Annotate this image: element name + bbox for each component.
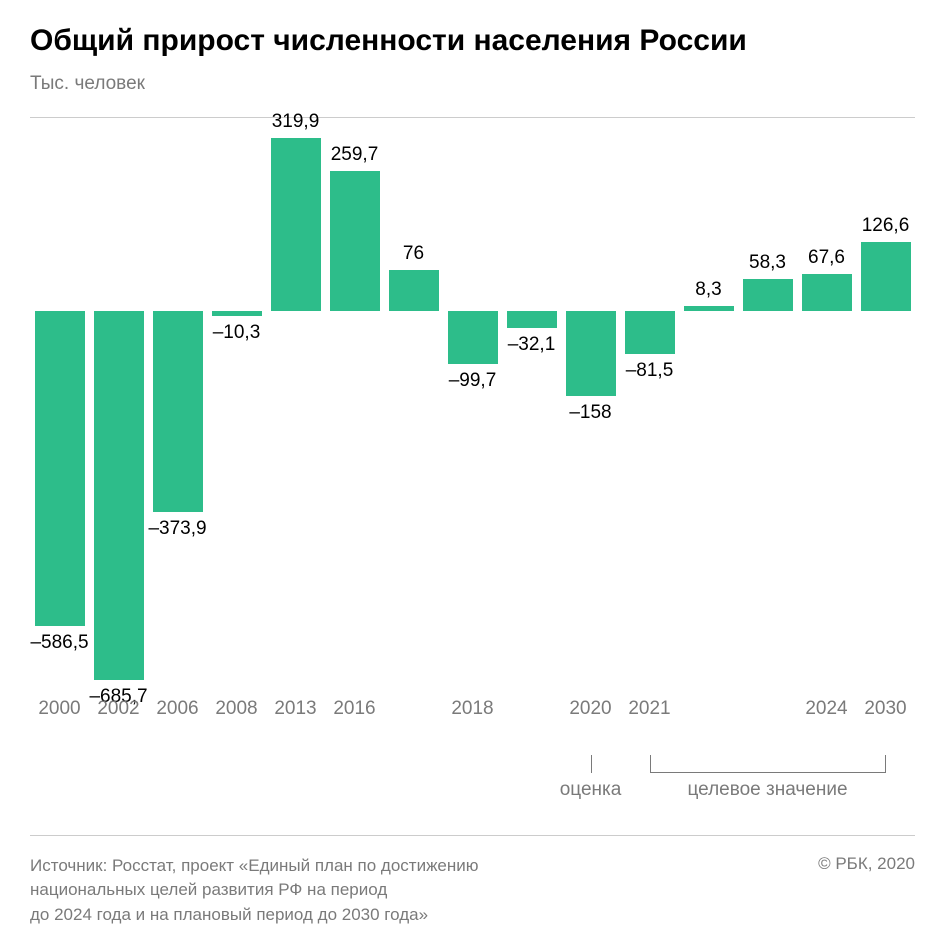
bar-rect xyxy=(507,311,557,328)
x-tick-label: 2013 xyxy=(274,698,316,720)
bar: 319,9 xyxy=(271,128,321,688)
source-line: до 2024 года и на плановый период до 203… xyxy=(30,903,479,928)
bar-rect xyxy=(566,311,616,396)
x-tick-label: 2018 xyxy=(451,698,493,720)
x-tick-label: 2008 xyxy=(215,698,257,720)
bar: 126,6 xyxy=(861,128,911,688)
x-tick-label: 2024 xyxy=(805,698,847,720)
bar-value-label: 259,7 xyxy=(310,144,400,166)
bar-rect xyxy=(802,274,852,310)
chart-title: Общий прирост численности населения Росс… xyxy=(30,24,915,59)
bar-value-label: –81,5 xyxy=(605,360,695,382)
annotation-bracket xyxy=(650,755,886,773)
x-tick-label: 2020 xyxy=(569,698,611,720)
bar-rect xyxy=(330,171,380,311)
bar: –81,5 xyxy=(625,128,675,688)
bar: –685,7 xyxy=(94,128,144,688)
credit-text: © РБК, 2020 xyxy=(818,854,915,874)
bar: 259,7 xyxy=(330,128,380,688)
bar-value-label: –99,7 xyxy=(428,370,518,392)
bar: –373,9 xyxy=(153,128,203,688)
bar-value-label: 8,3 xyxy=(664,279,754,301)
bar-rect xyxy=(212,311,262,317)
bar-rect xyxy=(743,279,793,310)
x-axis: 2000 2002 2006 2008 2013 2016 2018 2020 2021 2024… xyxy=(30,698,915,725)
x-tick-label: 2016 xyxy=(333,698,375,720)
bar-rect xyxy=(861,242,911,310)
bar-rect xyxy=(625,311,675,355)
chart-plot: –586,5–685,7–373,9–10,3319,9259,776–99,7… xyxy=(30,128,915,688)
x-tick-label: 2002 xyxy=(97,698,139,720)
bar: –586,5 xyxy=(35,128,85,688)
annotation-row: оценка целевое значение xyxy=(30,755,915,825)
chart-subtitle: Тыс. человек xyxy=(30,73,915,95)
bar-rect xyxy=(94,311,144,680)
bar: –10,3 xyxy=(212,128,262,688)
source-line: национальных целей развития РФ на период xyxy=(30,878,479,903)
annotation-label: оценка xyxy=(560,779,622,801)
x-tick-label: 2000 xyxy=(38,698,80,720)
bar-value-label: –10,3 xyxy=(192,322,282,344)
bar: –158 xyxy=(566,128,616,688)
bar-value-label: –32,1 xyxy=(487,334,577,356)
annotation-tick xyxy=(591,755,592,773)
annotation-label: целевое значение xyxy=(687,779,847,801)
bar: –99,7 xyxy=(448,128,498,688)
bar-value-label: 67,6 xyxy=(782,247,872,269)
x-tick-label: 2006 xyxy=(156,698,198,720)
x-tick-label: 2021 xyxy=(628,698,670,720)
bar: 58,3 xyxy=(743,128,793,688)
bar-rect xyxy=(389,270,439,311)
bar: 8,3 xyxy=(684,128,734,688)
bar-rect xyxy=(35,311,85,627)
bar-value-label: –373,9 xyxy=(133,518,223,540)
source-line: Источник: Росстат, проект «Единый план п… xyxy=(30,854,479,879)
bar-value-label: –586,5 xyxy=(15,632,105,654)
bar-value-label: 76 xyxy=(369,243,459,265)
bar-rect xyxy=(684,306,734,310)
bar: 76 xyxy=(389,128,439,688)
bar-value-label: –158 xyxy=(546,402,636,424)
bar-value-label: 319,9 xyxy=(251,111,341,133)
bar: 67,6 xyxy=(802,128,852,688)
chart-footer: Источник: Росстат, проект «Единый план п… xyxy=(30,835,915,928)
bar-value-label: 126,6 xyxy=(841,215,931,237)
x-tick-label: 2030 xyxy=(864,698,906,720)
chart-area: –586,5–685,7–373,9–10,3319,9259,776–99,7… xyxy=(30,117,915,688)
source-text: Источник: Росстат, проект «Единый план п… xyxy=(30,854,479,928)
